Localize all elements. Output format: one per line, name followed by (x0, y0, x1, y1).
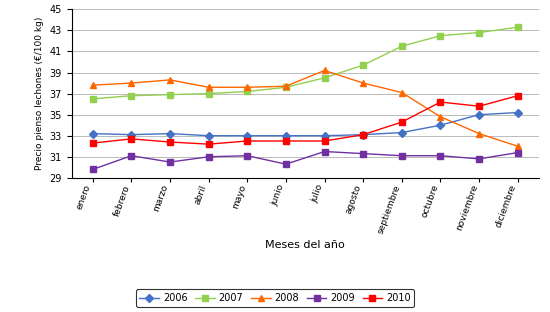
2009 (476, 157, 482, 161)
Y-axis label: Precio pienso lechones (€/100 kg): Precio pienso lechones (€/100 kg) (35, 17, 44, 170)
2010 (399, 120, 405, 124)
Line: 2007: 2007 (90, 24, 520, 102)
2009 (167, 160, 173, 164)
2010 (90, 141, 96, 145)
2007 (90, 97, 96, 101)
2010 (437, 100, 444, 104)
2008 (321, 69, 328, 72)
2006 (90, 132, 96, 135)
2006 (128, 133, 135, 137)
2007 (128, 94, 135, 98)
2007 (399, 44, 405, 48)
2007 (167, 93, 173, 96)
2010 (167, 140, 173, 144)
2008 (476, 132, 482, 135)
2008 (399, 91, 405, 95)
2006 (360, 133, 366, 137)
2006 (321, 134, 328, 138)
2008 (437, 115, 444, 119)
2007 (437, 34, 444, 37)
Legend: 2006, 2007, 2008, 2009, 2010: 2006, 2007, 2008, 2009, 2010 (136, 289, 414, 307)
2008 (360, 81, 366, 85)
2007 (205, 92, 212, 95)
2010 (283, 139, 289, 143)
2007 (244, 90, 251, 93)
2006 (205, 134, 212, 138)
2010 (128, 137, 135, 141)
2006 (476, 113, 482, 116)
2008 (90, 83, 96, 87)
2008 (244, 85, 251, 89)
Line: 2010: 2010 (90, 93, 520, 147)
2007 (283, 85, 289, 89)
Line: 2009: 2009 (90, 149, 520, 172)
2006 (399, 131, 405, 134)
2010 (205, 142, 212, 146)
2008 (205, 85, 212, 89)
2007 (476, 31, 482, 34)
2009 (399, 154, 405, 158)
2009 (514, 151, 521, 154)
2010 (360, 133, 366, 137)
Line: 2006: 2006 (90, 110, 520, 139)
2006 (244, 134, 251, 138)
2008 (514, 144, 521, 148)
2009 (205, 155, 212, 158)
Line: 2008: 2008 (89, 67, 521, 150)
2007 (360, 63, 366, 67)
2009 (283, 162, 289, 166)
2010 (321, 139, 328, 143)
2009 (360, 152, 366, 155)
2009 (128, 154, 135, 158)
X-axis label: Meses del año: Meses del año (265, 241, 345, 251)
2009 (90, 168, 96, 171)
2009 (321, 150, 328, 154)
2010 (476, 105, 482, 108)
2008 (283, 84, 289, 88)
2006 (283, 134, 289, 138)
2006 (514, 111, 521, 115)
2010 (514, 94, 521, 98)
2008 (128, 81, 135, 85)
2010 (244, 139, 251, 143)
2007 (321, 76, 328, 80)
2007 (514, 25, 521, 29)
2009 (437, 154, 444, 158)
2009 (244, 154, 251, 158)
2006 (437, 123, 444, 127)
2006 (167, 132, 173, 135)
2008 (167, 78, 173, 82)
